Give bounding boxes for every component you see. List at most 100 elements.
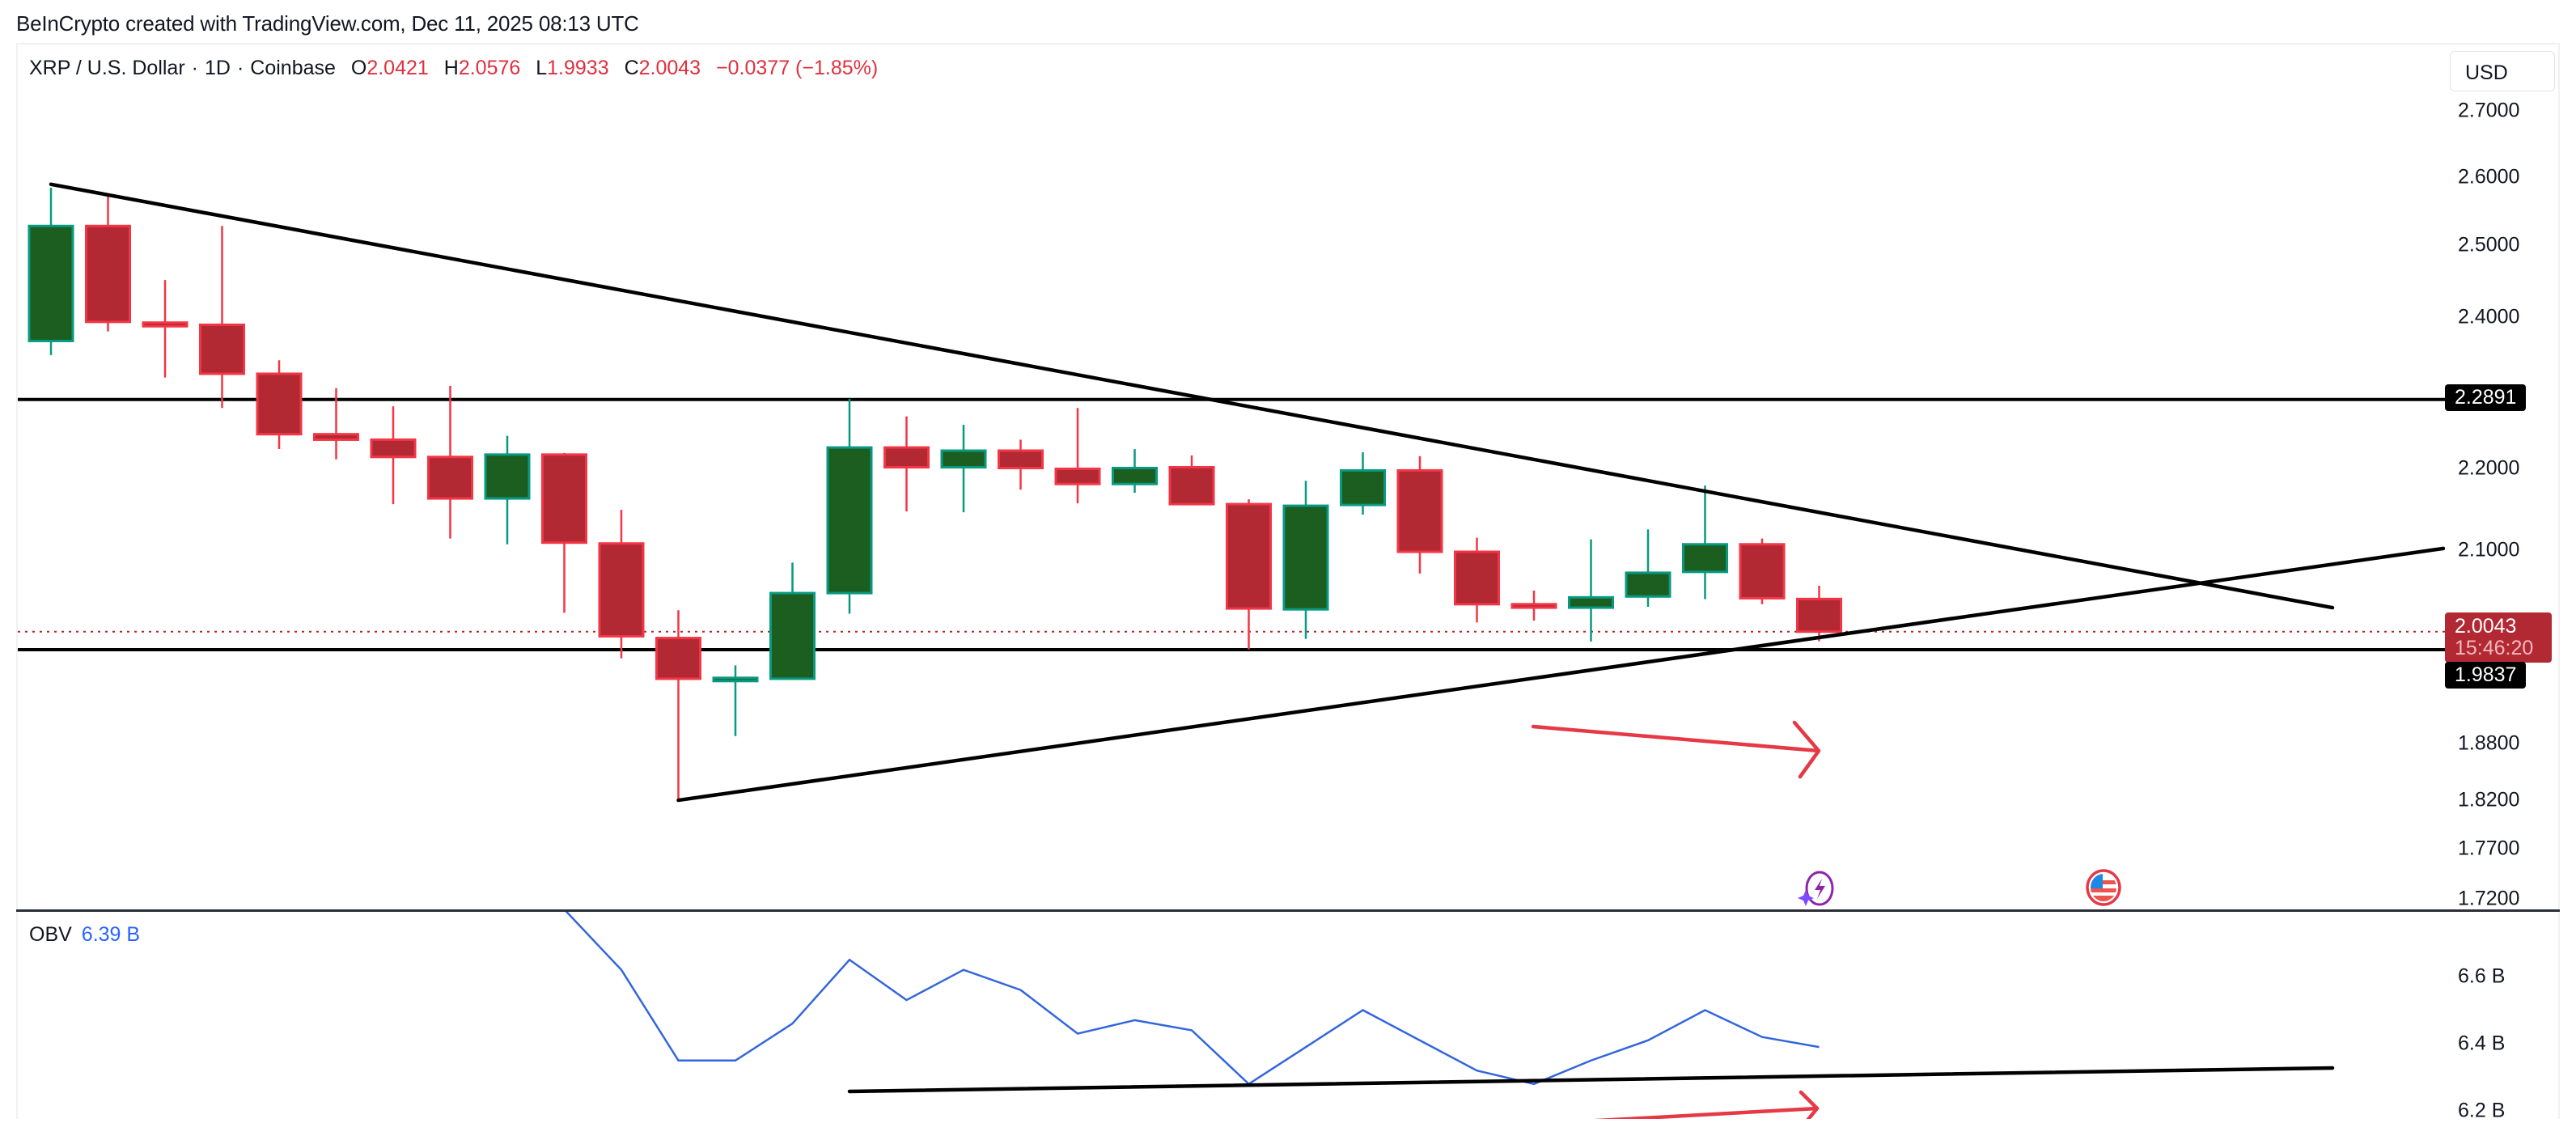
obv-axis-tick: 6.2 B: [2458, 1099, 2506, 1122]
descending-resistance-trendline[interactable]: [49, 182, 2335, 610]
pane-divider[interactable]: [16, 909, 2560, 912]
high-label: H: [443, 57, 459, 79]
price-axis-tick: 2.6000: [2458, 165, 2520, 189]
currency-button[interactable]: USD: [2450, 51, 2555, 91]
candle[interactable]: [1112, 449, 1158, 494]
price-axis-tick: 2.1000: [2458, 538, 2520, 562]
close-value: 2.0043: [638, 57, 701, 79]
candle[interactable]: [712, 665, 759, 736]
bar-countdown: 15:46:20: [2455, 637, 2534, 659]
resistance-price-tag: 2.2891: [2445, 384, 2527, 411]
price-axis-tick: 1.7200: [2458, 887, 2520, 910]
bearish-candle-body: [1739, 543, 1786, 600]
candle[interactable]: [313, 388, 359, 460]
bearish-candle-body: [655, 637, 701, 680]
bearish-candle-body: [1168, 465, 1215, 506]
bearish-candle-body: [598, 542, 645, 638]
price-axis-tick: 1.7700: [2458, 837, 2520, 860]
bullish-candle-body: [769, 591, 816, 680]
bullish-candle-body: [712, 676, 759, 683]
candle[interactable]: [1682, 485, 1728, 600]
bearish-candle-body: [1454, 550, 1500, 606]
obv-line[interactable]: [565, 909, 1820, 1086]
candle[interactable]: [142, 280, 189, 378]
obv-axis-tick: 6.6 B: [2458, 964, 2506, 988]
candle[interactable]: [256, 360, 303, 450]
candle[interactable]: [769, 562, 816, 680]
bearish-candle-body: [370, 438, 417, 459]
price-axis-tick: 2.4000: [2458, 305, 2520, 328]
price-axis-tick: 2.7000: [2458, 99, 2520, 122]
bearish-candle-body: [1396, 468, 1443, 553]
open-value: 2.0421: [366, 57, 429, 79]
bearish-candle-body: [256, 372, 303, 436]
close-label: C: [624, 57, 639, 79]
candle[interactable]: [1739, 538, 1786, 604]
candle[interactable]: [370, 406, 417, 505]
candle[interactable]: [1796, 586, 1842, 642]
candle[interactable]: [883, 416, 930, 512]
candle[interactable]: [1454, 537, 1500, 623]
candle[interactable]: [998, 439, 1044, 490]
chart-credit: BeInCrypto created with TradingView.com,…: [16, 11, 639, 36]
bearish-candle-body: [1054, 467, 1101, 485]
bullish-candle-body: [1282, 504, 1329, 611]
candle[interactable]: [1340, 451, 1386, 515]
obv-rising-support-trendline[interactable]: [847, 1066, 2335, 1094]
candle[interactable]: [1054, 408, 1101, 504]
symbol-legend: XRP / U.S. Dollar · 1D · Coinbase O2.0421 H2…: [29, 57, 879, 79]
obv-label[interactable]: OBV: [29, 923, 72, 946]
chart-frame: [16, 43, 2560, 1119]
candle[interactable]: [1625, 529, 1671, 607]
last-price: 2.0043: [2455, 615, 2517, 638]
us-flag-event-icon[interactable]: [2086, 869, 2121, 906]
bearish-candle-body: [541, 453, 587, 545]
obv-value: 6.39 B: [81, 923, 141, 946]
bearish-candle-body: [1510, 603, 1557, 609]
candle[interactable]: [598, 510, 645, 659]
price-axis-tick: 2.5000: [2458, 233, 2520, 256]
ascending-support-trendline[interactable]: [676, 546, 2445, 803]
candle[interactable]: [1396, 456, 1443, 574]
bearish-candle-body: [883, 446, 930, 468]
symbol-name[interactable]: XRP / U.S. Dollar: [29, 57, 185, 79]
bearish-arrow-annotation[interactable]: [1531, 720, 1821, 779]
high-value: 2.0576: [458, 57, 521, 79]
change-value: −0.0377 (−1.85%): [716, 57, 879, 79]
bullish-candle-body: [1112, 466, 1158, 485]
candle[interactable]: [541, 452, 587, 613]
candle[interactable]: [655, 610, 701, 801]
price-axis-tick: 2.2000: [2458, 456, 2520, 480]
interval[interactable]: 1D: [204, 57, 231, 79]
candle[interactable]: [1568, 539, 1614, 642]
open-label: O: [350, 57, 367, 79]
bullish-candle-body: [1340, 468, 1386, 506]
last-price-tag: 2.0043 15:46:20: [2445, 612, 2552, 663]
candle[interactable]: [1510, 590, 1557, 621]
bullish-arrow-annotation[interactable]: [1553, 1090, 1820, 1119]
candle[interactable]: [28, 187, 74, 355]
lightning-event-icon[interactable]: [1798, 871, 1834, 906]
obv-legend: OBV 6.39 B: [29, 923, 140, 947]
bearish-candle-body: [1226, 502, 1272, 610]
candle[interactable]: [427, 385, 473, 539]
candle[interactable]: [1168, 455, 1215, 506]
candle[interactable]: [199, 226, 245, 409]
candle[interactable]: [484, 435, 531, 545]
low-label: L: [536, 57, 548, 79]
candle[interactable]: [85, 196, 131, 332]
support-price-tag: 1.9837: [2445, 662, 2527, 689]
bullish-candle-body: [1682, 543, 1728, 574]
bullish-candle-body: [28, 224, 74, 342]
bullish-candle-body: [1568, 595, 1614, 609]
bearish-candle-body: [199, 323, 245, 375]
bearish-candle-body: [998, 449, 1044, 469]
bullish-candle-body: [484, 453, 531, 500]
bullish-candle-body: [1625, 571, 1671, 598]
candle[interactable]: [1226, 499, 1272, 650]
candle[interactable]: [826, 398, 873, 614]
bearish-candle-body: [313, 433, 359, 441]
candle[interactable]: [940, 425, 987, 513]
candle[interactable]: [1282, 481, 1329, 639]
